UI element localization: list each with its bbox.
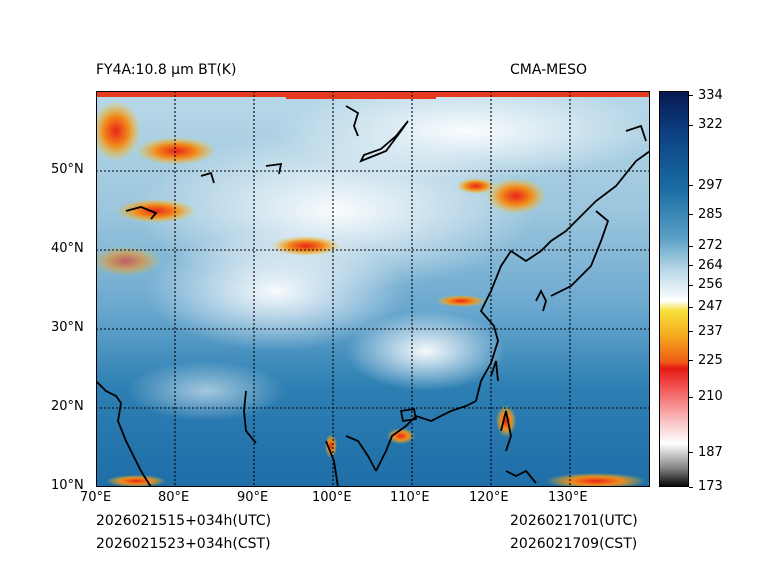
colorbar-tick-mark: [689, 331, 693, 332]
colorbar-tick-mark: [689, 452, 693, 454]
colorbar-border: [659, 91, 689, 487]
lat-label-30: 30°N: [51, 320, 84, 335]
lon-label-100: 100°E: [312, 490, 352, 505]
lon-label-120: 120°E: [469, 490, 509, 505]
satellite-map: [96, 91, 650, 487]
coastlines: [96, 105, 650, 487]
colorbar-tick-label: 322: [698, 117, 723, 132]
colorbar-tick-label: 272: [698, 238, 723, 254]
colorbar-tick-label: 237: [698, 323, 723, 339]
colorbar-tick-mark: [689, 265, 693, 267]
right-title: CMA-MESO: [510, 62, 588, 78]
colorbar-tick-label: 256: [698, 277, 723, 293]
lon-label-90: 90°E: [237, 490, 269, 505]
colorbar-tick-mark: [689, 284, 693, 286]
colorbar-tick-mark: [689, 396, 693, 398]
colorbar-tick-mark: [689, 124, 693, 126]
colorbar-tick-mark: [689, 360, 693, 362]
valid-time-cst: 2026021709(CST): [510, 536, 638, 552]
colorbar-tick-mark: [689, 306, 693, 308]
colorbar-tick-label: 210: [698, 389, 723, 405]
colorbar-tick-mark: [689, 95, 693, 97]
left-title: FY4A:10.8 μm BT(K): [96, 62, 237, 78]
colorbar-tick-label: 247: [698, 299, 723, 315]
lon-label-70: 70°E: [80, 490, 112, 505]
lon-label-110: 110°E: [390, 490, 430, 505]
cold-cloud-tops: [96, 91, 650, 487]
colorbar-tick-mark: [689, 245, 693, 247]
lat-label-10: 10°N: [51, 478, 84, 493]
init-time-utc: 2026021515+034h(UTC): [96, 513, 272, 529]
colorbar: [659, 91, 689, 487]
colorbar-tick-label: 264: [698, 257, 723, 273]
colorbar-tick-mark: [689, 486, 693, 488]
colorbar-tick-label: 285: [698, 206, 723, 222]
colorbar-gradient: [659, 91, 689, 487]
init-time-cst: 2026021523+034h(CST): [96, 536, 271, 552]
colorbar-tick-label: 297: [698, 177, 723, 193]
colorbar-tick-mark: [689, 214, 693, 216]
colorbar-tick-label: 173: [698, 479, 723, 494]
colorbar-tick-mark: [689, 185, 693, 187]
lon-label-80: 80°E: [158, 490, 190, 505]
colorbar-tick-label: 334: [698, 87, 723, 103]
lat-label-20: 20°N: [51, 399, 84, 414]
map-border: [96, 91, 650, 487]
lon-label-130: 130°E: [548, 490, 588, 505]
valid-time-utc: 2026021701(UTC): [510, 513, 638, 529]
lat-label-50: 50°N: [51, 162, 84, 177]
colorbar-tick-label: 225: [698, 352, 723, 368]
lat-label-40: 40°N: [51, 241, 84, 256]
colorbar-tick-label: 187: [698, 444, 723, 460]
graticule: [96, 91, 650, 487]
